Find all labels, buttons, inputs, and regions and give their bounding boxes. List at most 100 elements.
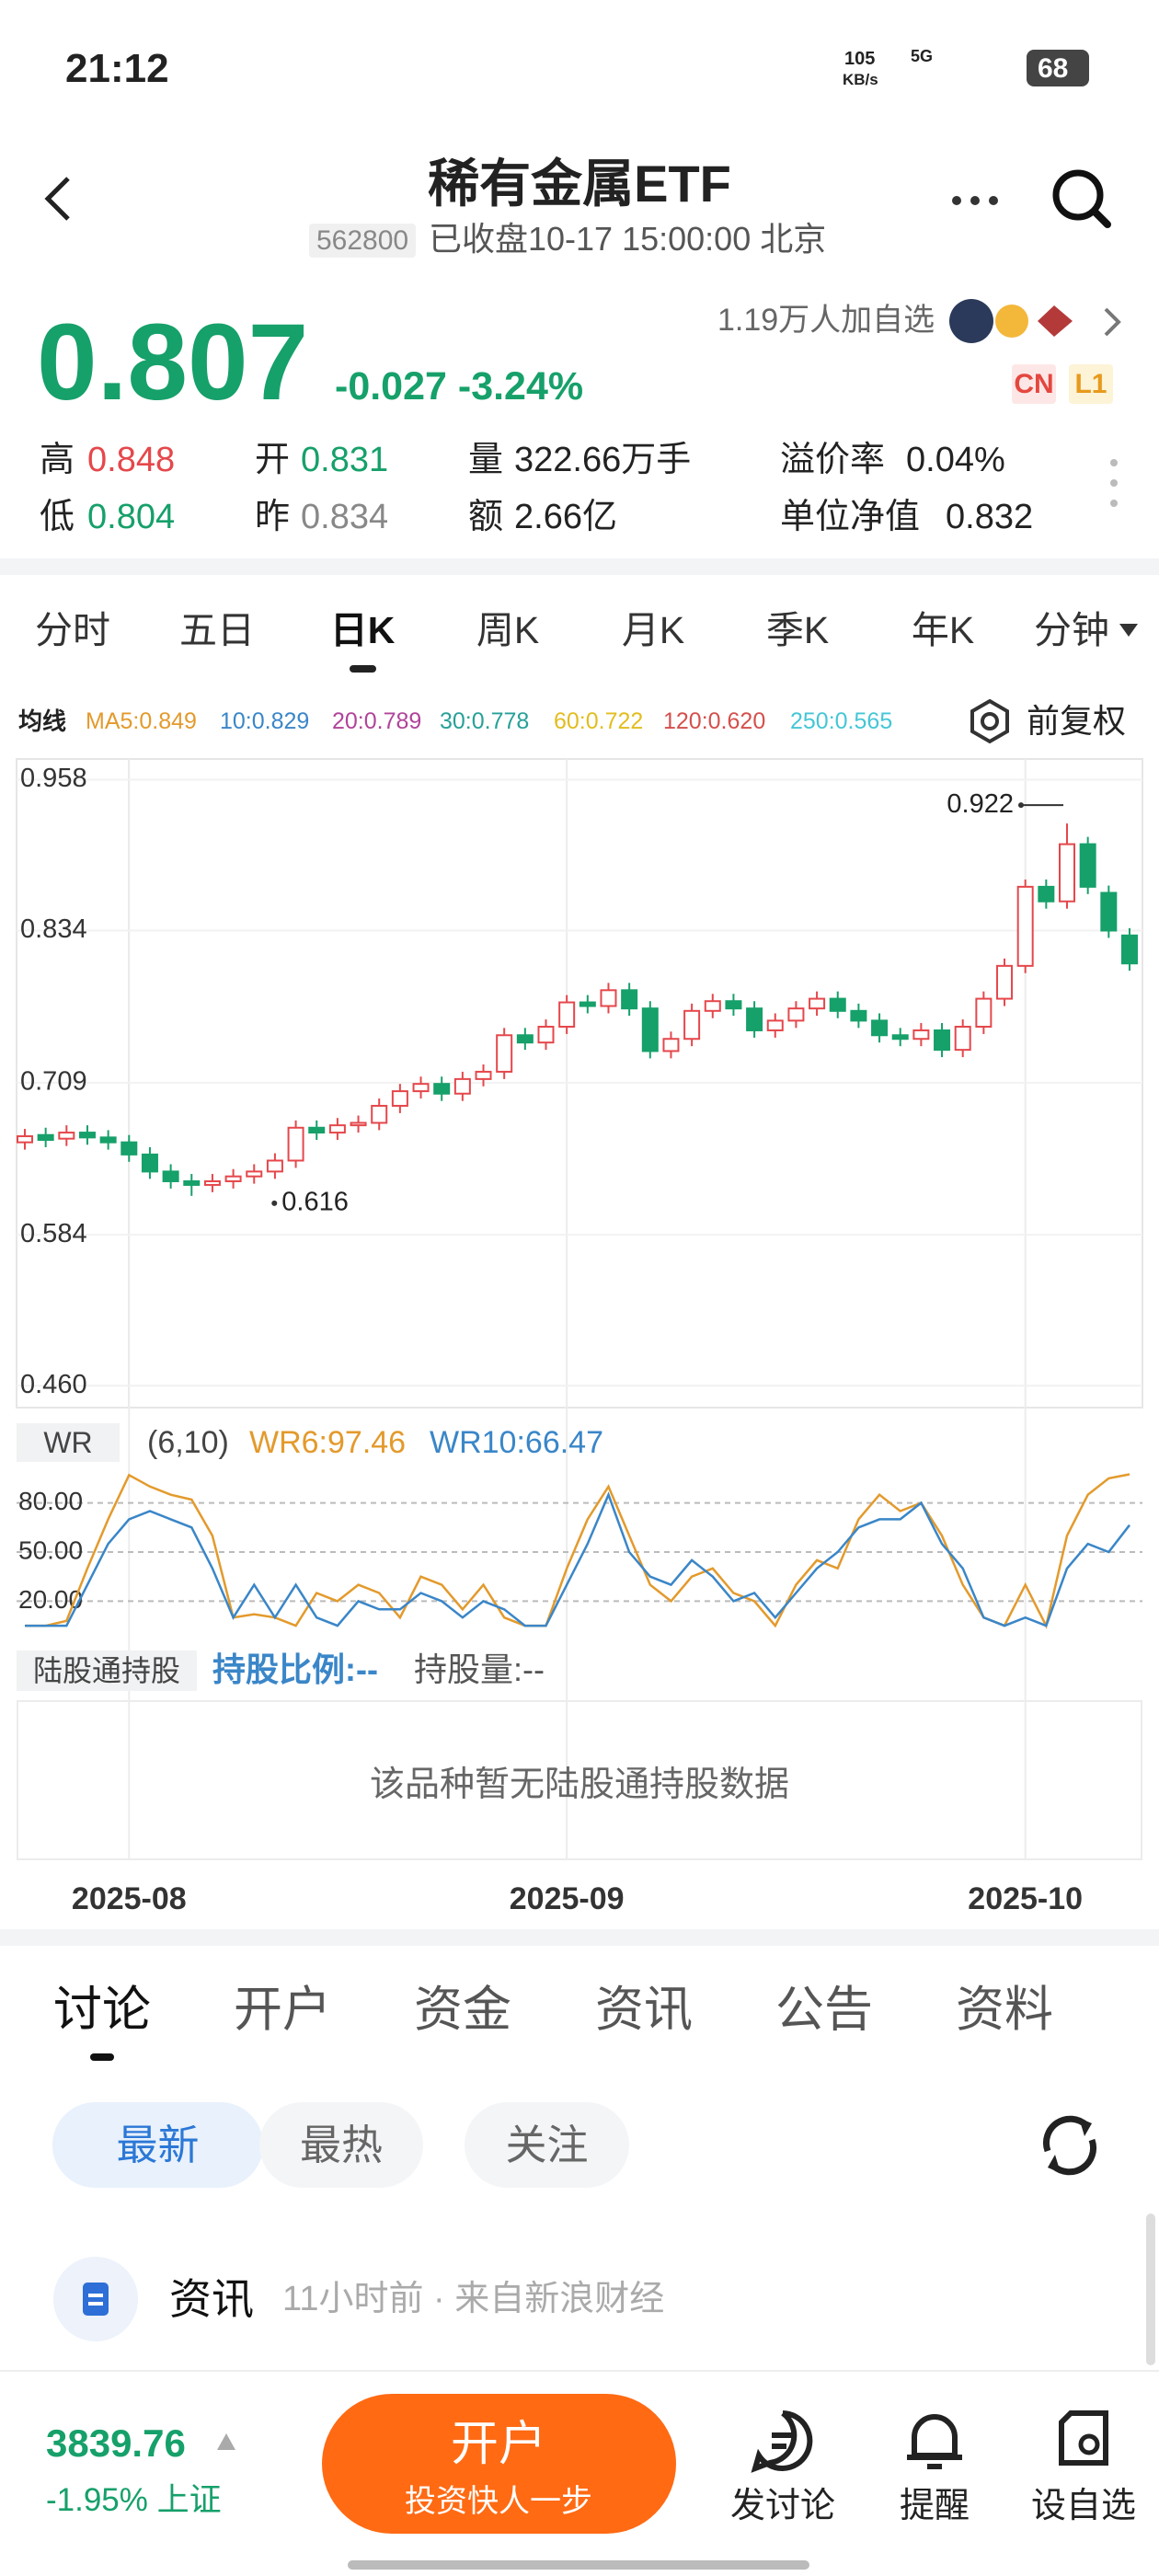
period-tab[interactable]: 周K — [476, 609, 540, 651]
wr-line — [25, 1473, 1130, 1629]
y-tick-label: 0.709 — [20, 1066, 87, 1096]
ma-legend-item: 120:0.620 — [663, 708, 766, 734]
candle-body — [266, 1159, 283, 1173]
dropdown-icon — [1119, 624, 1138, 637]
y-tick-label: 0.460 — [20, 1370, 87, 1399]
candle-body — [350, 1121, 367, 1127]
adjust[interactable]: 前复权 — [1027, 702, 1127, 740]
tab[interactable]: 资金 — [414, 1983, 511, 2037]
refresh-button[interactable] — [1035, 2110, 1105, 2180]
stat-label: 昨 — [255, 498, 291, 536]
remind-icon[interactable] — [901, 2408, 968, 2474]
stat-label: 单位净值 — [780, 498, 921, 536]
stat-value: 322.66万手 — [514, 441, 692, 479]
stat-label: 开 — [255, 441, 291, 479]
tab[interactable]: 资料 — [956, 1983, 1053, 2037]
index-value: 3839.76 — [46, 2421, 186, 2465]
candle-body — [975, 997, 993, 1028]
wr-line — [25, 1491, 1130, 1627]
open-account-button[interactable] — [322, 2394, 676, 2534]
candle-body — [162, 1170, 179, 1182]
button-subtitle[interactable]: 投资快人一步 — [405, 2484, 592, 2519]
candle-body — [809, 997, 826, 1010]
stat-value: 0.832 — [946, 498, 1034, 536]
action-label[interactable]: 发讨论 — [729, 2487, 836, 2525]
hk-title: 陆股通持股 — [17, 1650, 197, 1691]
annotation-dot — [1018, 802, 1024, 809]
scrollbar — [1146, 2214, 1155, 2365]
period-tab[interactable]: 分钟 — [1034, 609, 1109, 651]
filter-chip[interactable]: 最热 — [259, 2102, 423, 2188]
ma-legend-item: 10:0.829 — [220, 708, 310, 734]
wr6-value: 97.46 — [327, 1425, 407, 1460]
search-button[interactable] — [1049, 166, 1115, 232]
period-tab[interactable]: 年K — [911, 609, 975, 651]
adjust-icon[interactable] — [966, 697, 1014, 745]
divider — [0, 558, 1159, 575]
feed-icon — [53, 2257, 138, 2341]
filter-chip[interactable]: 关注 — [465, 2102, 629, 2188]
tab[interactable]: 资讯 — [595, 1983, 693, 2037]
filter-chip[interactable]: 最新 — [52, 2102, 263, 2188]
watchlist-icon[interactable] — [1050, 2408, 1117, 2474]
battery-level: 68 — [1038, 53, 1069, 84]
tab[interactable]: 开户 — [234, 1983, 331, 2037]
min-annotation: 0.616 — [281, 1188, 349, 1217]
candle-body — [891, 1034, 909, 1041]
y-tick-label: 0.584 — [20, 1219, 87, 1248]
change: -0.027 -3.24% — [335, 364, 584, 408]
period-tab[interactable]: 分时 — [35, 609, 110, 651]
feed-meta: 11小时前 · 来自新浪财经 — [282, 2280, 665, 2318]
candle-body — [1120, 934, 1138, 965]
x-tick-label: 2025-09 — [510, 1881, 625, 1916]
annotation-dot — [271, 1200, 278, 1206]
watchers-arrow[interactable] — [1100, 304, 1124, 340]
period-tab[interactable]: 季K — [765, 609, 830, 651]
candle-body — [704, 1000, 721, 1012]
net-speed: 105 — [844, 49, 876, 69]
action-label[interactable]: 设自选 — [1030, 2487, 1137, 2525]
wr-title: WR — [17, 1423, 120, 1462]
candle-body — [746, 1007, 763, 1031]
button-title[interactable]: 开户 — [450, 2418, 547, 2471]
period-tab[interactable]: 月K — [621, 609, 685, 651]
divider — [0, 1929, 1159, 1946]
more-stats[interactable] — [1107, 455, 1120, 511]
y-tick-label: 50.00 — [18, 1535, 83, 1564]
tab[interactable]: 公告 — [775, 1983, 873, 2037]
candle-body — [621, 989, 638, 1010]
discuss-icon[interactable] — [750, 2408, 816, 2474]
action-label[interactable]: 提醒 — [899, 2487, 970, 2525]
period-tab[interactable]: 五日 — [179, 609, 255, 651]
y-tick-label: 0.958 — [20, 764, 87, 793]
candle-body — [766, 1019, 784, 1031]
ma-legend-item: 20:0.789 — [332, 708, 422, 734]
feed-title[interactable]: 资讯 — [169, 2275, 254, 2323]
candle-body — [1059, 843, 1075, 903]
candle-body — [433, 1083, 451, 1095]
candle-body — [537, 1025, 555, 1044]
wr6-name: WR6: — [249, 1425, 327, 1460]
stat-value: 0.804 — [87, 498, 176, 536]
candle-body — [120, 1141, 138, 1156]
candle-body — [183, 1179, 201, 1186]
stat-value: 2.66亿 — [514, 498, 617, 536]
stat-value: 0.848 — [87, 441, 176, 479]
candle-body — [328, 1124, 346, 1134]
tab[interactable]: 讨论 — [53, 1983, 151, 2037]
candle-body — [871, 1019, 889, 1037]
candle-body — [453, 1077, 471, 1095]
stat-value: 0.834 — [301, 498, 389, 536]
more-button[interactable] — [947, 190, 1003, 212]
back-button[interactable] — [40, 175, 77, 223]
wr10-name: WR10: — [430, 1425, 525, 1460]
index-change: -1.95% 上证 — [46, 2482, 222, 2518]
stat-value: 0.04% — [906, 441, 1005, 479]
stat-label: 低 — [40, 498, 75, 536]
period-tab[interactable]: 日K — [329, 609, 396, 651]
index-arrow — [217, 2433, 235, 2450]
candle-body — [412, 1083, 430, 1093]
hk-empty: 该品种暂无陆股通持股数据 — [369, 1765, 790, 1804]
